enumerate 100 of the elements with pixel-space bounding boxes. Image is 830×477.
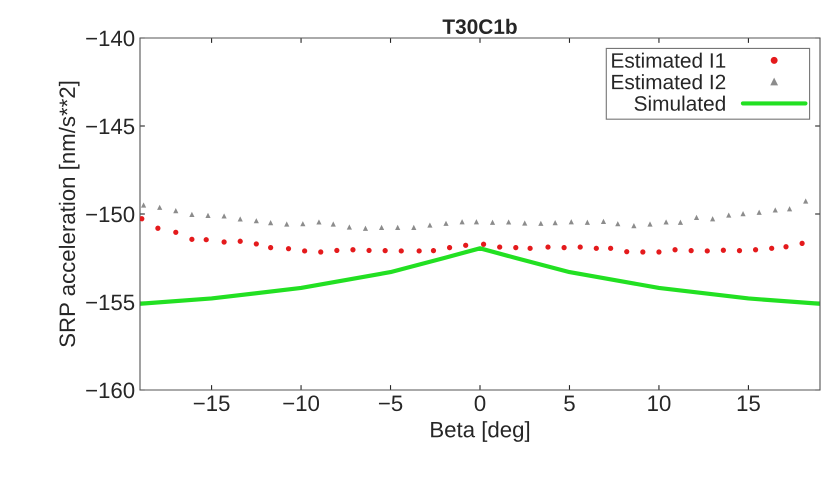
point [647,221,653,227]
point [318,249,324,255]
x-tick-label: 15 [738,396,760,412]
point [726,212,732,218]
point [284,221,290,227]
point [678,220,684,225]
x-tick-label: 0 [474,395,486,412]
y-tick-label: −150 [86,206,134,222]
point [238,216,243,222]
point [189,212,194,217]
point [173,208,178,214]
point [640,249,646,255]
point [330,221,336,227]
x-tick-label: 10 [648,395,670,412]
point [204,237,209,242]
point [254,218,259,224]
point [173,230,178,235]
point [411,224,416,230]
point [772,207,778,213]
point [157,204,162,210]
y-tick-label: −145 [86,118,134,134]
point [578,244,583,250]
point [382,248,388,254]
point [704,248,710,254]
x-axis-title: Beta [deg] [431,421,530,442]
point [786,206,792,212]
point [769,246,774,251]
point [398,248,404,254]
point [366,248,372,254]
point [155,226,160,231]
point [664,219,669,225]
point [800,240,805,246]
chart-title: T30C1b [442,18,517,34]
point [446,245,452,250]
point [427,222,432,228]
legend-label: Estimated I2 [612,74,726,90]
point [615,221,620,226]
y-axis-title: SRP acceleration [nm/s**2] [58,82,80,347]
point [584,220,590,225]
point [140,216,144,222]
legend-label: Estimated I1 [612,52,726,68]
point [463,242,468,248]
point [528,246,533,251]
point [300,221,306,226]
point [740,211,746,216]
point [538,220,544,226]
point [254,241,259,247]
point [362,226,368,231]
point [608,246,614,251]
point [506,219,512,225]
point [474,219,480,224]
point [316,219,322,225]
point [545,244,551,250]
point [694,214,700,220]
point [720,248,726,253]
point [783,244,789,250]
point [688,248,694,254]
point [594,246,599,251]
point [600,218,606,224]
point [624,249,630,254]
legend-label: Simulated [634,96,725,111]
point [189,236,194,242]
point [460,219,465,224]
point [568,219,574,224]
point [710,216,716,222]
y-tick-label: −160 [86,382,134,398]
point [803,198,808,204]
x-tick-label: −15 [194,396,230,412]
line-series [140,246,820,306]
point [350,247,356,252]
point [286,246,292,252]
point [395,224,400,230]
point [346,224,352,230]
point [672,247,678,252]
point [416,248,422,254]
point [752,247,758,252]
point [497,244,502,250]
point [378,224,384,230]
point [334,248,340,254]
point [238,238,243,244]
point [268,245,274,250]
y-tick-label: −155 [86,294,134,310]
point [302,248,308,254]
point [222,213,227,219]
x-tick-label: 5 [564,396,575,412]
x-tick-label: −5 [378,396,402,412]
point [756,210,762,215]
point [205,212,211,218]
point [513,245,518,250]
point [222,239,227,245]
point [490,220,496,225]
point [480,242,486,247]
point [430,248,436,254]
point [552,220,558,226]
point [522,220,528,226]
point [443,220,449,226]
point [736,248,742,254]
point [562,245,567,250]
point [631,223,636,228]
point [656,249,662,255]
